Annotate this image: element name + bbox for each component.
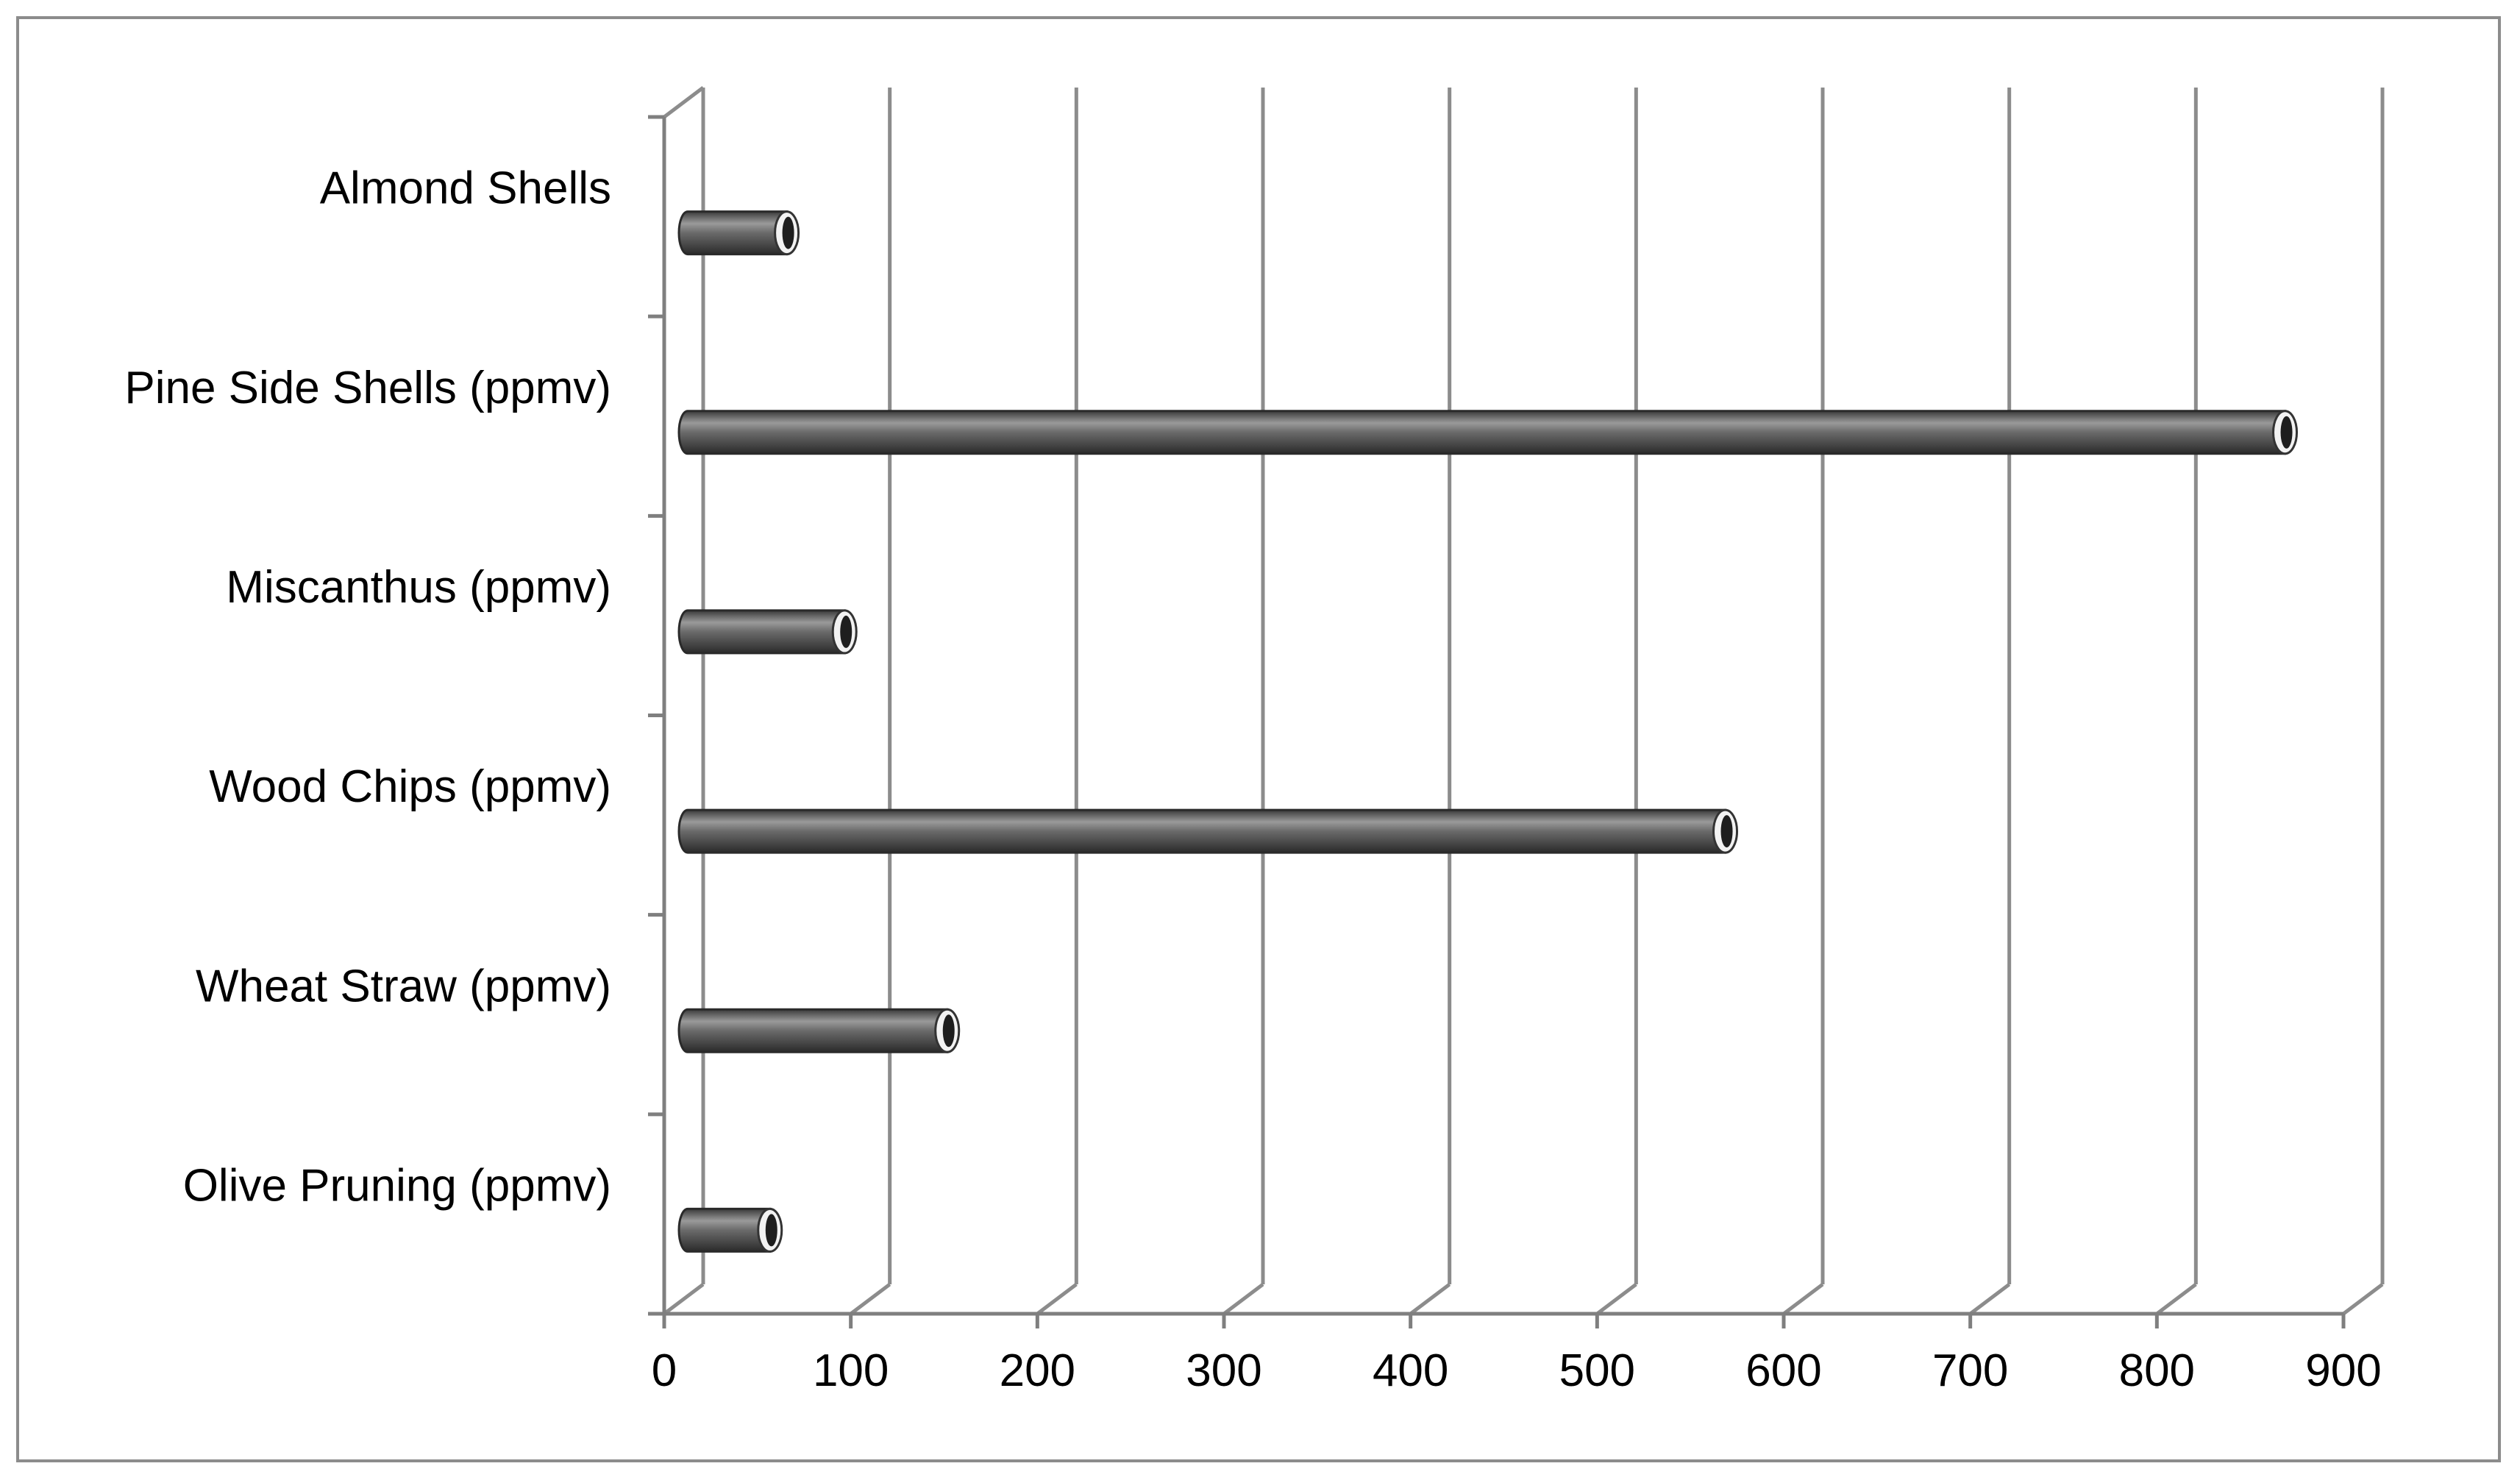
bar-cap-inner (2280, 416, 2293, 449)
category-label: Olive Pruning (ppmv) (183, 1160, 611, 1211)
bar-cap-inner (765, 1214, 777, 1247)
floor-gridline (1036, 1283, 1078, 1315)
wall-top-edge (663, 86, 705, 118)
x-tick-label: 800 (2119, 1345, 2195, 1396)
bar (677, 808, 1739, 854)
floor-gridline (663, 1283, 705, 1315)
floor-gridline (2155, 1283, 2197, 1315)
category-label: Wheat Straw (ppmv) (196, 961, 611, 1011)
bar-cap-inner (782, 216, 794, 249)
floor-gridline (850, 1283, 891, 1315)
bar-cap-inner (942, 1014, 955, 1047)
bar-body (677, 210, 789, 256)
floor-gridline (1409, 1283, 1451, 1315)
category-label: Pine Side Shells (ppmv) (124, 363, 611, 413)
x-tick-label: 400 (1373, 1345, 1448, 1396)
floor-gridline (2342, 1283, 2384, 1315)
bar-body (677, 1207, 772, 1253)
floor-gridline (1782, 1283, 1824, 1315)
category-label: Miscanthus (ppmv) (226, 562, 611, 613)
floor-gridline (1595, 1283, 1637, 1315)
bar (677, 210, 800, 256)
bar-body (677, 410, 2287, 455)
labels: 0 100 200 300 400 500 600 700 800 900 Olive Prunin… (124, 163, 2381, 1396)
bar (677, 609, 858, 655)
x-tick-label: 0 (652, 1345, 677, 1396)
bar (677, 1008, 961, 1053)
x-tick-label: 200 (1000, 1345, 1075, 1396)
bars (677, 210, 2299, 1253)
x-tick-label: 300 (1186, 1345, 1261, 1396)
bar (677, 1207, 783, 1253)
gridlines (663, 86, 2385, 1315)
x-tick-label: 600 (1745, 1345, 1821, 1396)
category-label: Almond Shells (320, 163, 611, 214)
bar-cap-inner (840, 615, 853, 648)
category-label: Wood Chips (ppmv) (209, 761, 611, 812)
floor-gridline (1969, 1283, 2011, 1315)
x-tick-label: 700 (1932, 1345, 2008, 1396)
bar-body (677, 1008, 949, 1053)
x-tick-label: 900 (2305, 1345, 2381, 1396)
bar-body (677, 609, 846, 655)
axes (648, 115, 2346, 1328)
floor-gridline (1222, 1283, 1264, 1315)
chart-frame (16, 16, 2501, 1462)
bar (677, 410, 2299, 455)
x-tick-label: 100 (813, 1345, 889, 1396)
x-tick-label: 500 (1559, 1345, 1635, 1396)
bar-body (677, 808, 1727, 854)
bar-cap-inner (1720, 815, 1733, 848)
